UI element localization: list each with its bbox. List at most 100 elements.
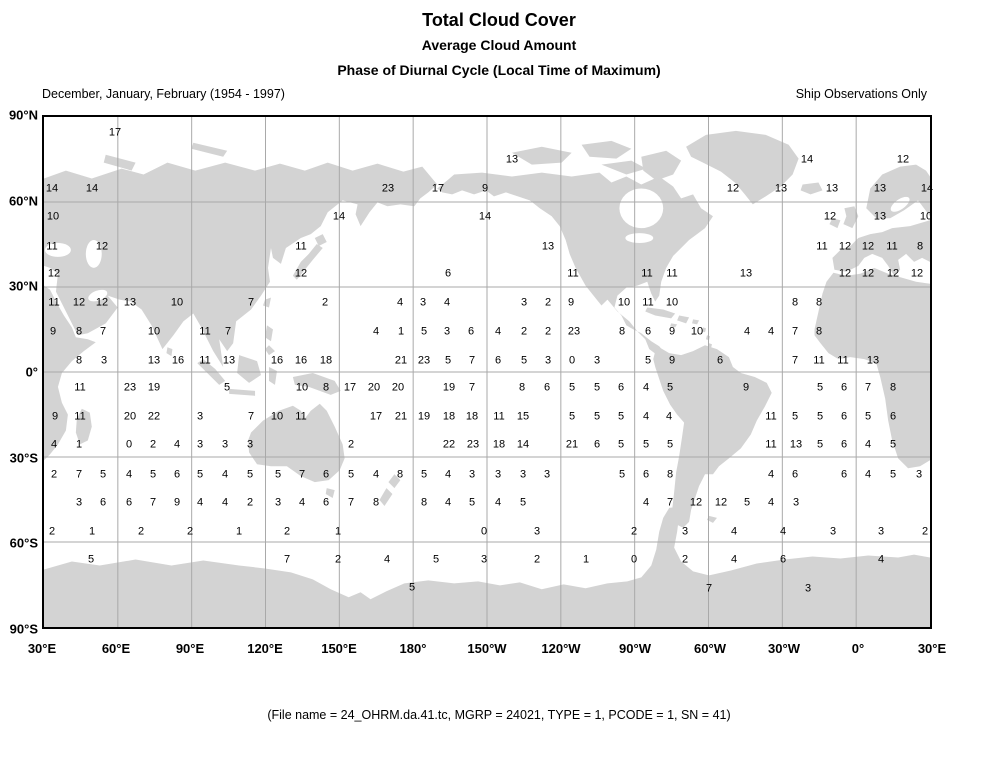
black-sea <box>44 243 71 257</box>
value-label: 6 <box>99 496 107 509</box>
value-label: 4 <box>444 468 452 481</box>
value-label: 13 <box>739 267 753 280</box>
value-label: 3 <box>519 468 527 481</box>
value-label: 12 <box>294 267 308 280</box>
value-label: 7 <box>247 410 255 423</box>
value-label: 4 <box>767 468 775 481</box>
value-label: 4 <box>125 468 133 481</box>
value-label: 8 <box>791 296 799 309</box>
value-label: 9 <box>567 296 575 309</box>
value-label: 6 <box>444 267 452 280</box>
lon-tick-label: 120°W <box>541 641 581 656</box>
value-label: 8 <box>420 496 428 509</box>
value-label: 8 <box>889 381 897 394</box>
value-label: 2 <box>149 438 157 451</box>
value-label: 2 <box>630 525 638 538</box>
value-label: 16 <box>270 354 284 367</box>
value-label: 11 <box>816 240 828 253</box>
value-label: 13 <box>541 240 555 253</box>
value-label: 21 <box>394 354 408 367</box>
value-label: 12 <box>47 267 61 280</box>
value-label: 4 <box>743 325 751 338</box>
value-label: 5 <box>666 438 674 451</box>
value-label: 11 <box>199 354 211 367</box>
persian-gulf <box>88 289 108 302</box>
value-label: 11 <box>199 325 211 338</box>
value-label: 2 <box>186 525 194 538</box>
caspian-sea <box>85 240 102 268</box>
value-label: 21 <box>394 410 408 423</box>
value-label: 12 <box>714 496 728 509</box>
value-label: 7 <box>224 325 232 338</box>
value-label: 5 <box>816 381 824 394</box>
value-label: 6 <box>840 410 848 423</box>
value-label: 4 <box>298 496 306 509</box>
value-label: 3 <box>100 354 108 367</box>
value-label: 4 <box>642 496 650 509</box>
value-label: 10 <box>919 210 933 223</box>
value-label: 1 <box>582 553 590 566</box>
value-label: 6 <box>840 438 848 451</box>
value-label: 12 <box>823 210 837 223</box>
value-label: 1 <box>75 438 83 451</box>
value-label: 5 <box>593 410 601 423</box>
value-label: 5 <box>642 438 650 451</box>
value-label: 0 <box>630 553 638 566</box>
ship-observations-label: Ship Observations Only <box>795 87 927 101</box>
value-label: 5 <box>520 354 528 367</box>
value-label: 11 <box>295 240 307 253</box>
value-label: 18 <box>442 410 456 423</box>
lat-tick-label: 90°S <box>9 621 38 637</box>
value-label: 5 <box>420 325 428 338</box>
lon-tick-label: 120°E <box>247 641 283 656</box>
value-label: 1 <box>397 325 405 338</box>
value-label: 7 <box>347 496 355 509</box>
value-label: 5 <box>889 468 897 481</box>
value-label: 1 <box>235 525 243 538</box>
value-label: 7 <box>791 325 799 338</box>
value-label: 1 <box>334 525 342 538</box>
value-label: 6 <box>543 381 551 394</box>
value-label: 4 <box>372 325 380 338</box>
value-label: 6 <box>593 438 601 451</box>
value-label: 5 <box>791 410 799 423</box>
value-label: 4 <box>730 525 738 538</box>
value-label: 6 <box>840 381 848 394</box>
value-label: 6 <box>125 496 133 509</box>
value-label: 3 <box>468 468 476 481</box>
value-label: 21 <box>565 438 579 451</box>
value-label: 12 <box>838 267 852 280</box>
value-label: 13 <box>123 296 137 309</box>
value-label: 11 <box>641 267 653 280</box>
value-label: 5 <box>432 553 440 566</box>
value-label: 8 <box>815 296 823 309</box>
lon-tick-label: 60°W <box>694 641 726 656</box>
value-label: 7 <box>468 381 476 394</box>
value-label: 0 <box>568 354 576 367</box>
value-label: 5 <box>617 410 625 423</box>
value-label: 17 <box>343 381 357 394</box>
value-label: 0 <box>480 525 488 538</box>
value-label: 8 <box>666 468 674 481</box>
value-label: 7 <box>298 468 306 481</box>
value-label: 10 <box>665 296 679 309</box>
value-label: 3 <box>75 496 83 509</box>
value-label: 2 <box>533 553 541 566</box>
value-label: 6 <box>779 553 787 566</box>
value-label: 4 <box>494 496 502 509</box>
value-label: 17 <box>431 182 445 195</box>
value-label: 7 <box>468 354 476 367</box>
value-label: 8 <box>372 496 380 509</box>
value-label: 12 <box>95 296 109 309</box>
value-label: 11 <box>813 354 825 367</box>
season-period-label: December, January, February (1954 - 1997… <box>42 87 285 101</box>
value-label: 9 <box>668 325 676 338</box>
hudson-bay <box>619 188 664 229</box>
value-label: 4 <box>767 496 775 509</box>
value-label: 18 <box>492 438 506 451</box>
value-label: 2 <box>520 325 528 338</box>
value-label: 7 <box>247 296 255 309</box>
value-label: 3 <box>877 525 885 538</box>
value-label: 2 <box>681 553 689 566</box>
